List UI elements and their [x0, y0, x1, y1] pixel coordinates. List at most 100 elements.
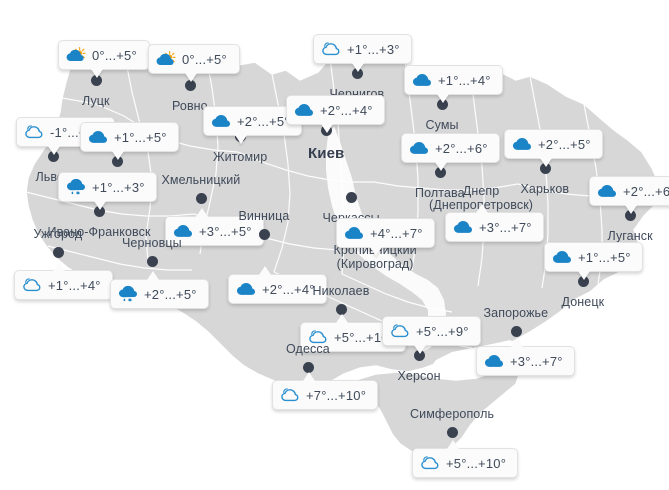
weather-bubble-черновцы[interactable]: +2°...+5°	[110, 271, 209, 309]
city-label-донецк: Донецк	[561, 295, 605, 309]
weather-bubble-киев[interactable]: +2°...+4°	[286, 95, 385, 133]
cloud-solid-icon	[343, 224, 365, 242]
temperature-range: +1°...+5°	[578, 249, 631, 265]
cloud-solid-icon	[210, 112, 232, 130]
city-dot-черкассы[interactable]	[346, 192, 357, 203]
weather-bubble-ивано-франковск[interactable]: +1°...+3°	[58, 172, 157, 210]
weather-bubble-днепр-днепропетровск[interactable]: +3°...+7°	[445, 204, 544, 242]
weather-bubble-тернополь[interactable]: +1°...+5°	[80, 122, 179, 160]
temperature-range: +1°...+3°	[347, 41, 400, 57]
bubble-pointer	[147, 271, 159, 280]
city-dot-сумы[interactable]	[437, 99, 448, 110]
city-dot-тернополь[interactable]	[112, 156, 123, 167]
temperature-range: +5°...+9°	[416, 323, 469, 339]
weather-bubble-харьков[interactable]: +2°...+5°	[504, 129, 603, 167]
city-dot-черновцы[interactable]	[147, 256, 158, 267]
weather-bubble-запорожье[interactable]: +3°...+7°	[476, 338, 575, 376]
temperature-range: +3°...+7°	[479, 219, 532, 235]
city-dot-донецк[interactable]	[578, 276, 589, 287]
city-dot-чернигов[interactable]	[352, 68, 363, 79]
weather-bubble-винница[interactable]: +2°...+4°	[228, 266, 327, 304]
city-dot-луганск[interactable]	[625, 210, 636, 221]
temperature-range: +2°...+5°	[237, 113, 290, 129]
city-label-луцк: Луцк	[82, 94, 110, 108]
cloud-outline-icon	[320, 40, 342, 58]
weather-bubble-одесса[interactable]: +7°...+10°	[272, 372, 378, 410]
temperature-range: +4°...+7°	[370, 225, 423, 241]
bubble-pointer	[303, 372, 315, 381]
city-dot-полтава[interactable]	[435, 167, 446, 178]
bubble-pointer	[321, 124, 333, 133]
city-label-симферополь: Симферополь	[410, 407, 495, 421]
city-label-ровно: Ровно	[172, 99, 208, 113]
city-label-луганск: Луганск	[607, 229, 653, 243]
city-label-винница: Винница	[238, 209, 290, 223]
weather-bubble-луганск[interactable]: +2°...+6°	[589, 176, 669, 214]
temperature-range: +1°...+4°	[48, 277, 101, 293]
bubble-pointer	[435, 162, 447, 171]
city-label-полтава: Полтава	[415, 186, 465, 200]
temperature-range: +5°...+10°	[446, 455, 507, 471]
city-dot-ивано-франковск[interactable]	[94, 206, 105, 217]
sun-behind-cloud-outline-icon	[21, 276, 43, 294]
city-dot-запорожье[interactable]	[511, 326, 522, 337]
weather-bubble-донецк[interactable]: +1°...+5°	[544, 242, 643, 280]
cloud-solid-icon	[511, 135, 533, 153]
city-label-ивано-франковск: Ивано-Франковск	[47, 225, 151, 239]
bubble-pointer	[94, 201, 106, 210]
temperature-range: +1°...+5°	[114, 129, 167, 145]
temperature-range: +2°...+5°	[538, 136, 591, 152]
bubble-pointer	[540, 158, 552, 167]
weather-bubble-чернигов[interactable]: +1°...+3°	[313, 34, 412, 72]
city-label-харьков: Харьков	[520, 182, 570, 196]
weather-bubble-хмельницкий[interactable]: +3°...+5°	[165, 208, 264, 246]
city-dot-хмельницкий[interactable]	[196, 193, 207, 204]
weather-bubble-луцк[interactable]: 0°...+5°	[58, 40, 150, 78]
bubble-pointer	[437, 94, 449, 103]
city-label-николаев: Николаев	[312, 284, 370, 298]
city-dot-ужгород[interactable]	[53, 247, 64, 258]
city-dot-львов[interactable]	[48, 151, 59, 162]
cloud-solid-icon	[293, 101, 315, 119]
city-dot-херсон[interactable]	[414, 350, 425, 361]
temperature-range: +2°...+6°	[435, 140, 488, 156]
bubble-pointer	[476, 204, 488, 213]
city-label-хмельницкий: Хмельницкий	[161, 173, 241, 187]
bubble-pointer	[48, 146, 60, 155]
city-dot-николаев[interactable]	[336, 304, 347, 315]
sun-behind-cloud-outline-icon	[389, 322, 411, 340]
city-dot-ровно[interactable]	[185, 80, 196, 91]
temperature-range: 0°...+5°	[182, 51, 227, 67]
weather-bubble-кропивницкий-кировоград[interactable]: +4°...+7°	[336, 218, 435, 256]
bubble-pointer	[511, 338, 523, 347]
sun-behind-cloud-solid-icon	[65, 46, 87, 64]
weather-bubble-полтава[interactable]: +2°...+6°	[401, 133, 500, 171]
city-dot-симферополь[interactable]	[447, 427, 458, 438]
weather-bubble-симферополь[interactable]: +5°...+10°	[412, 440, 518, 478]
weather-bubble-житомир[interactable]: +2°...+5°	[203, 106, 302, 144]
rain-snow-cloud-icon	[65, 178, 87, 196]
temperature-range: +3°...+7°	[510, 353, 563, 369]
city-label-сумы: Сумы	[425, 118, 459, 132]
city-label-ужгород: Ужгород	[33, 227, 83, 241]
city-dot-луцк[interactable]	[91, 75, 102, 86]
city-label-запорожье: Запорожье	[483, 306, 549, 320]
city-dot-винница[interactable]	[259, 229, 270, 240]
temperature-range: +2°...+4°	[320, 102, 373, 118]
temperature-range: +2°...+5°	[144, 286, 197, 302]
weather-bubble-ужгород[interactable]: +1°...+4°	[14, 262, 113, 300]
cloud-solid-icon	[596, 182, 618, 200]
city-dot-одесса[interactable]	[303, 362, 314, 373]
weather-bubble-ровно[interactable]: 0°...+5°	[148, 44, 240, 82]
bubble-pointer	[196, 208, 208, 217]
city-dot-харьков[interactable]	[540, 163, 551, 174]
weather-bubble-сумы[interactable]: +1°...+4°	[404, 65, 503, 103]
sun-behind-cloud-outline-icon	[23, 123, 45, 141]
temperature-range: +2°...+4°	[262, 281, 315, 297]
city-label-киев: Киев	[308, 145, 345, 162]
bubble-pointer	[625, 205, 637, 214]
temperature-range: +5°...+10°	[334, 329, 395, 345]
temperature-range: +7°...+10°	[306, 387, 367, 403]
weather-bubble-херсон[interactable]: +5°...+9°	[382, 316, 481, 354]
